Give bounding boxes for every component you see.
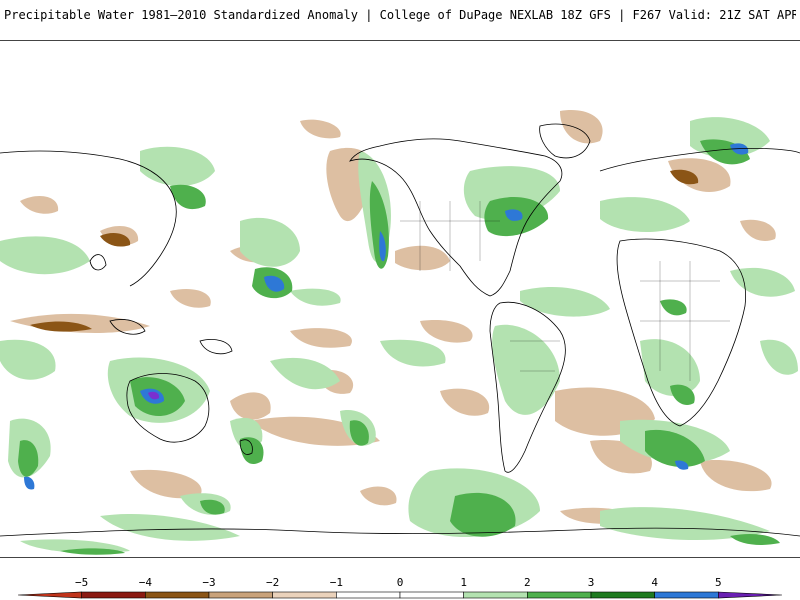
coastlines: [0, 123, 800, 537]
colorbar-swatch: [272, 591, 337, 599]
political-borders: [400, 201, 730, 381]
colorbar-swatch: [81, 591, 146, 599]
colorbar-svg: −5 −4 −3 −2 −1 0 1 2 3 4 5: [17, 576, 783, 599]
colorbar-tick-label: −4: [139, 576, 153, 589]
colorbar-swatch: [336, 591, 401, 599]
positive-anomaly-light-areas: [0, 117, 798, 553]
colorbar-swatch: [399, 591, 464, 599]
colorbar-swatch: [463, 591, 528, 599]
colorbar-tick-label: 3: [588, 576, 595, 589]
colorbar-tick-label: −1: [330, 576, 343, 589]
colorbar-swatch: [527, 591, 592, 599]
colorbar-swatch: [654, 591, 719, 599]
colorbar-swatch: [17, 591, 82, 599]
colorbar-swatch: [145, 591, 210, 599]
colorbar-tick-labels: −5 −4 −3 −2 −1 0 1 2 3 4 5: [75, 576, 722, 589]
colorbar-tick-label: −2: [266, 576, 279, 589]
colorbar-tick-label: −3: [202, 576, 215, 589]
colorbar-swatch: [208, 591, 273, 599]
colorbar-tick-label: 1: [460, 576, 467, 589]
positive-anomaly-max-areas: [148, 391, 160, 400]
colorbar-tick-label: 5: [715, 576, 722, 589]
map-panel: [0, 40, 800, 558]
colorbar-legend: −5 −4 −3 −2 −1 0 1 2 3 4 5: [10, 572, 790, 600]
map-title: Precipitable Water 1981–2010 Standardize…: [4, 8, 796, 22]
colorbar-swatch: [718, 591, 783, 599]
negative-anomaly-dark-areas: [30, 169, 699, 332]
colorbar-swatch: [590, 591, 655, 599]
anomaly-map: [0, 110, 800, 555]
colorbar-tick-label: 2: [524, 576, 531, 589]
colorbar-tick-label: −5: [75, 576, 88, 589]
colorbar-tick-label: 4: [651, 576, 658, 589]
colorbar-swatches: [17, 591, 783, 599]
colorbar-tick-label: 0: [397, 576, 404, 589]
